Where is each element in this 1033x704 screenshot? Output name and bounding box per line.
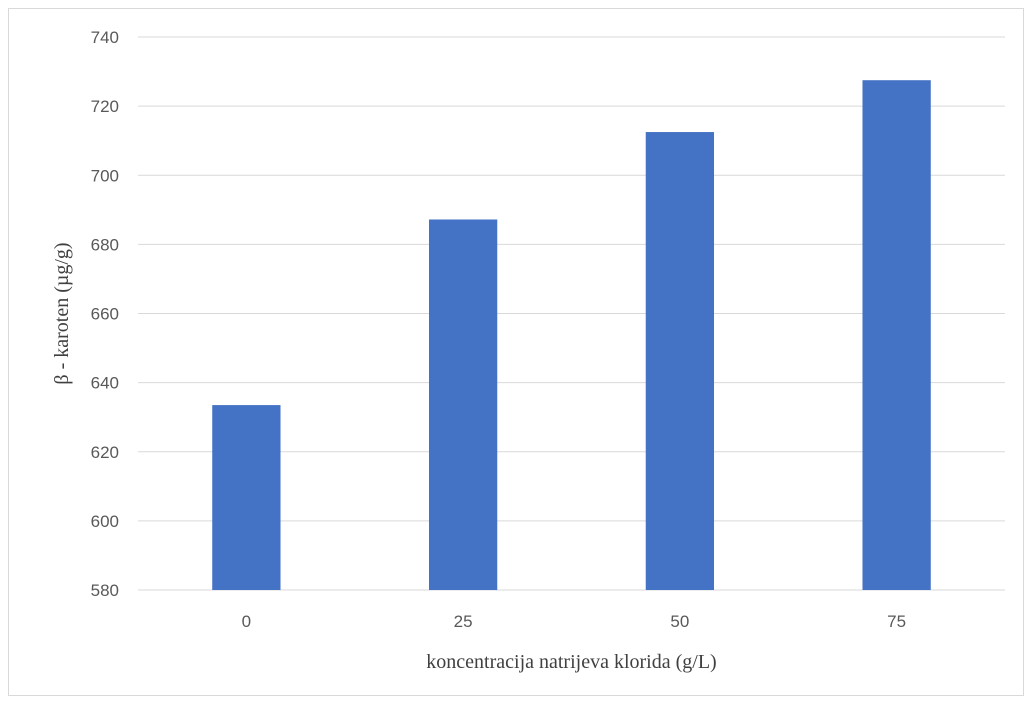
bar-75 bbox=[862, 80, 931, 590]
y-tick-label: 700 bbox=[91, 166, 119, 185]
y-tick-label: 580 bbox=[91, 581, 119, 600]
y-tick-label: 740 bbox=[91, 28, 119, 47]
y-tick-label: 640 bbox=[91, 374, 119, 393]
bar-0 bbox=[212, 405, 281, 590]
x-tick-label: 50 bbox=[670, 612, 689, 631]
y-tick-labels: 580 600 620 640 660 680 700 720 740 bbox=[91, 28, 119, 600]
x-tick-label: 0 bbox=[242, 612, 251, 631]
y-tick-label: 620 bbox=[91, 443, 119, 462]
y-tick-label: 600 bbox=[91, 512, 119, 531]
x-tick-label: 25 bbox=[454, 612, 473, 631]
grid-lines bbox=[138, 36, 1005, 591]
bar-25 bbox=[428, 219, 498, 591]
chart-frame bbox=[8, 8, 1024, 696]
y-axis-title: β - karoten (µg/g) bbox=[51, 242, 73, 384]
y-tick-label: 660 bbox=[91, 305, 119, 324]
y-tick-label: 680 bbox=[91, 235, 119, 254]
x-tick-label: 75 bbox=[887, 612, 906, 631]
x-tick-labels: 0 25 50 75 bbox=[242, 612, 906, 631]
bars bbox=[212, 80, 931, 591]
y-tick-label: 720 bbox=[91, 97, 119, 116]
bar-50 bbox=[645, 132, 715, 590]
x-axis-title: koncentracija natrijeva klorida (g/L) bbox=[426, 651, 716, 673]
